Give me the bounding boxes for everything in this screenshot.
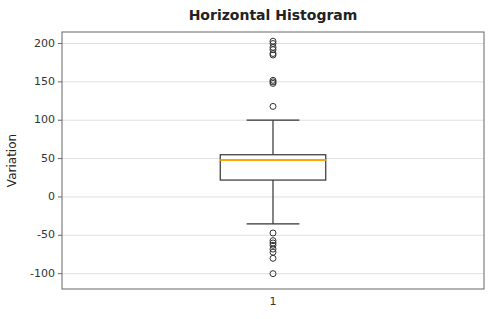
tick-mark [58, 120, 62, 121]
data-group [220, 38, 326, 276]
tick-label: 100 [34, 113, 55, 126]
y-label: Variation [5, 134, 19, 187]
tick-mark [58, 158, 62, 159]
plot-frame [62, 32, 484, 289]
flier [270, 38, 276, 44]
tick-mark [58, 196, 62, 197]
chart: -100 -50 0 50 100 150 200 1 Horizontal Histogram… [0, 0, 500, 319]
grid-line [62, 120, 484, 121]
grid-line [62, 81, 484, 82]
box [220, 155, 326, 180]
tick-mark [58, 273, 62, 274]
cap-high [247, 120, 300, 121]
flier [270, 255, 276, 261]
whisker-low [272, 180, 273, 224]
whisker-high [272, 120, 273, 155]
tick-label: -50 [37, 228, 55, 241]
grid [62, 44, 484, 274]
flier [270, 249, 276, 255]
category-label: 1 [270, 295, 277, 308]
tick-label: 0 [48, 190, 55, 203]
tick-label: -100 [30, 267, 55, 280]
flier [270, 230, 276, 236]
grid-line [62, 273, 484, 274]
tick-label: 150 [34, 75, 55, 88]
median [220, 159, 326, 161]
title: Horizontal Histogram [189, 7, 358, 23]
y-axis: -100 -50 0 50 100 150 200 [30, 37, 62, 280]
tick-label: 200 [34, 37, 55, 50]
tick-mark [58, 81, 62, 82]
flier [270, 271, 276, 277]
flier [270, 77, 276, 83]
cap-low [247, 223, 300, 224]
tick-mark [58, 43, 62, 44]
tick-label: 50 [41, 152, 55, 165]
tick-mark [58, 235, 62, 236]
flier [270, 103, 276, 109]
